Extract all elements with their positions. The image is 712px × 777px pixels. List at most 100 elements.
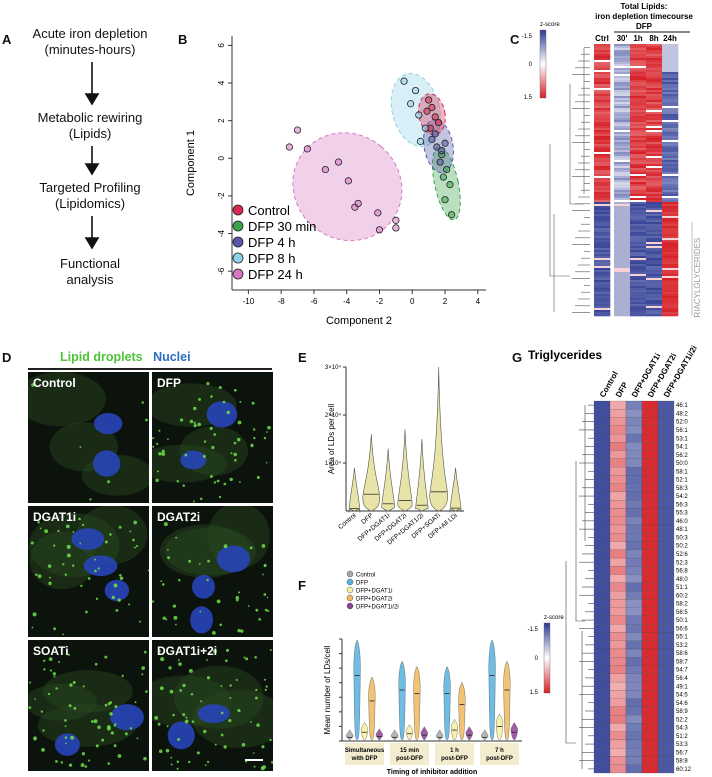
- heatmap-cell: [594, 168, 611, 171]
- heatmap-cell: [630, 220, 647, 223]
- nucleus: [93, 413, 123, 435]
- micrograph-label: DGAT1i: [33, 510, 77, 524]
- lipid-droplet: [141, 401, 144, 404]
- row-label: 58:8: [676, 759, 688, 765]
- heatmap-cell: [662, 154, 679, 157]
- lipid-droplet: [121, 674, 124, 677]
- nucleus: [206, 401, 238, 428]
- lipid-droplet: [58, 660, 61, 663]
- heatmap-cell: [594, 92, 611, 95]
- heatmap-cell: [630, 188, 647, 191]
- lipid-droplet: [188, 760, 191, 764]
- heatmap-cell: [630, 48, 647, 51]
- heatmap-cell: [614, 70, 631, 73]
- heatmap-cell: [609, 425, 627, 435]
- heatmap-cell: [614, 196, 631, 199]
- flow-step-3-line1: Targeted Profiling: [39, 180, 141, 195]
- lipid-droplet: [182, 484, 185, 487]
- heatmap-cell: [630, 82, 647, 85]
- heatmap-cell: [646, 150, 663, 153]
- data-point-dfp-4-h: [441, 139, 449, 147]
- heatmap-cell: [646, 238, 663, 241]
- legend-title: z-score: [540, 22, 560, 28]
- lipid-droplet: [47, 692, 51, 696]
- heatmap-cell: [625, 500, 643, 509]
- heatmap-cell: [646, 168, 663, 171]
- heatmap-cell: [614, 104, 631, 107]
- heatmap-cell: [646, 148, 663, 151]
- heatmap-title-2: iron depletion timecourse: [595, 12, 693, 21]
- lipid-droplet: [113, 744, 117, 748]
- heatmap-cell: [625, 508, 643, 517]
- lipid-droplet: [161, 452, 166, 456]
- heatmap-cell: [594, 110, 611, 113]
- heatmap-cell: [594, 140, 611, 143]
- heatmap-cell: [662, 88, 679, 91]
- heatmap-cell: [609, 681, 627, 691]
- heatmap-cell: [630, 172, 647, 175]
- micrograph-label: DGAT2i: [157, 510, 201, 524]
- y-tick-label: 2×10⁴: [325, 412, 342, 419]
- row-dendrogram: [549, 47, 590, 313]
- heatmap-cell: [614, 274, 631, 277]
- data-point-control: [431, 113, 439, 121]
- heatmap-cell: [614, 280, 631, 283]
- heatmap-cell: [609, 467, 627, 476]
- lipid-droplet: [129, 530, 132, 533]
- lipid-droplet: [152, 437, 155, 440]
- heatmap-cell: [662, 222, 679, 225]
- cell-body: [28, 683, 97, 721]
- heatmap-cell: [609, 450, 627, 459]
- heatmap-cell: [662, 136, 679, 139]
- row-label: 55:1: [676, 635, 688, 641]
- heatmap-cell: [594, 252, 611, 255]
- nucleus: [190, 606, 214, 634]
- lipid-droplet: [235, 598, 239, 602]
- lipid-droplet: [135, 544, 139, 548]
- heatmap-cell: [662, 82, 679, 85]
- lipid-droplet: [134, 701, 137, 704]
- heatmap-cell: [594, 182, 611, 185]
- heatmap-cell: [593, 657, 611, 666]
- violin-dfp-dgat1i-2i: [420, 726, 428, 741]
- heatmap-cell: [614, 266, 631, 269]
- lipid-droplet: [119, 576, 124, 580]
- heatmap-cell: [630, 64, 647, 67]
- heatmap-cell: [646, 64, 663, 67]
- heatmap-cell: [594, 202, 611, 205]
- lipid-droplet: [240, 629, 244, 633]
- heatmap-cell: [594, 104, 611, 107]
- heatmap-cell: [630, 122, 647, 125]
- heatmap-cell: [646, 206, 663, 209]
- heatmap-cell: [614, 236, 631, 239]
- heatmap-cell: [614, 204, 631, 207]
- heatmap-cell: [594, 214, 611, 217]
- violin-dfp: [443, 666, 451, 741]
- row-label: 60:12: [676, 767, 692, 773]
- heatmap-cell: [593, 731, 611, 741]
- heatmap-cell: [646, 280, 663, 283]
- heatmap-cell: [630, 134, 647, 137]
- heatmap-cell: [646, 116, 663, 119]
- heatmap-cell: [646, 314, 663, 317]
- lipid-droplet: [264, 608, 268, 612]
- row-label: 51:2: [676, 734, 688, 740]
- data-point-control: [434, 118, 443, 127]
- heatmap-cell: [614, 62, 631, 65]
- heatmap-cell: [646, 262, 663, 265]
- lipid-droplet: [48, 657, 53, 662]
- heatmap-cell: [662, 80, 679, 83]
- heatmap-cell: [594, 242, 611, 245]
- y-tick-label: -4: [217, 229, 226, 237]
- heatmap-cell: [646, 246, 663, 249]
- heatmap-cell: [609, 648, 627, 658]
- lipid-droplet: [184, 453, 188, 457]
- micrograph-render: [152, 382, 271, 503]
- heatmap-cell: [646, 144, 663, 147]
- heatmap-cell: [657, 433, 675, 443]
- heatmap-cell: [657, 657, 675, 666]
- lipid-droplet: [165, 748, 170, 753]
- heatmap-cell: [630, 180, 647, 183]
- nucleus: [197, 704, 230, 724]
- heatmap-cell: [630, 62, 647, 65]
